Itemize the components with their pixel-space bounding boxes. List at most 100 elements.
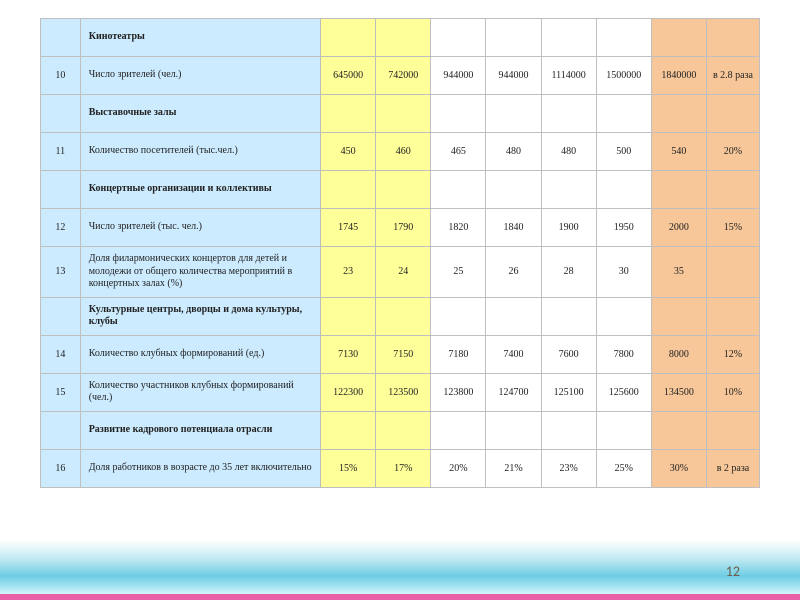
value-cell — [321, 411, 376, 449]
row-description: Концертные организации и коллективы — [80, 171, 320, 209]
row-number: 10 — [41, 57, 81, 95]
value-cell — [431, 171, 486, 209]
value-cell: 10% — [706, 373, 759, 411]
row-number: 16 — [41, 449, 81, 487]
row-number: 11 — [41, 133, 81, 171]
page-content: Кинотеатры10Число зрителей (чел.)6450007… — [40, 18, 760, 488]
value-cell — [486, 297, 541, 335]
value-cell: 1900 — [541, 209, 596, 247]
value-cell: 1745 — [321, 209, 376, 247]
row-number: 15 — [41, 373, 81, 411]
row-number — [41, 411, 81, 449]
value-cell — [541, 19, 596, 57]
value-cell: 26 — [486, 247, 541, 298]
value-cell — [541, 171, 596, 209]
row-number — [41, 19, 81, 57]
row-description: Выставочные залы — [80, 95, 320, 133]
table-row: 13Доля филармонических концертов для дет… — [41, 247, 760, 298]
value-cell: 123800 — [431, 373, 486, 411]
value-cell: 2000 — [651, 209, 706, 247]
value-cell — [431, 297, 486, 335]
table-row: 16Доля работников в возрасте до 35 лет в… — [41, 449, 760, 487]
value-cell — [431, 95, 486, 133]
value-cell: 1820 — [431, 209, 486, 247]
table-row: 14Количество клубных формирований (ед.)7… — [41, 335, 760, 373]
value-cell — [706, 19, 759, 57]
value-cell: 1840 — [486, 209, 541, 247]
row-description: Культурные центры, дворцы и дома культур… — [80, 297, 320, 335]
row-description: Доля филармонических концертов для детей… — [80, 247, 320, 298]
table-row: Культурные центры, дворцы и дома культур… — [41, 297, 760, 335]
value-cell — [651, 95, 706, 133]
value-cell: 480 — [486, 133, 541, 171]
value-cell — [486, 19, 541, 57]
value-cell: 7130 — [321, 335, 376, 373]
page-number: 12 — [726, 563, 740, 580]
data-table: Кинотеатры10Число зрителей (чел.)6450007… — [40, 18, 760, 488]
value-cell: 123500 — [376, 373, 431, 411]
value-cell: в 2.8 раза — [706, 57, 759, 95]
value-cell — [321, 297, 376, 335]
value-cell — [486, 171, 541, 209]
value-cell — [376, 411, 431, 449]
table-row: 15Количество участников клубных формиров… — [41, 373, 760, 411]
value-cell — [706, 247, 759, 298]
value-cell: в 2 раза — [706, 449, 759, 487]
row-description: Доля работников в возрасте до 35 лет вкл… — [80, 449, 320, 487]
value-cell — [321, 19, 376, 57]
value-cell: 540 — [651, 133, 706, 171]
row-description: Развитие кадрового потенциала отрасли — [80, 411, 320, 449]
row-description: Количество участников клубных формирован… — [80, 373, 320, 411]
value-cell: 1790 — [376, 209, 431, 247]
value-cell: 7600 — [541, 335, 596, 373]
table-row: Кинотеатры — [41, 19, 760, 57]
value-cell: 7180 — [431, 335, 486, 373]
value-cell — [596, 171, 651, 209]
row-number — [41, 171, 81, 209]
value-cell — [376, 95, 431, 133]
value-cell — [431, 19, 486, 57]
row-description: Количество клубных формирований (ед.) — [80, 335, 320, 373]
table-row: 12Число зрителей (тыс. чел.)174517901820… — [41, 209, 760, 247]
value-cell: 7150 — [376, 335, 431, 373]
value-cell: 12% — [706, 335, 759, 373]
table-row: 10Число зрителей (чел.)64500074200094400… — [41, 57, 760, 95]
value-cell: 23% — [541, 449, 596, 487]
value-cell: 25 — [431, 247, 486, 298]
table-row: 11Количество посетителей (тыс.чел.)45046… — [41, 133, 760, 171]
value-cell — [651, 411, 706, 449]
value-cell: 17% — [376, 449, 431, 487]
value-cell — [321, 171, 376, 209]
value-cell: 20% — [706, 133, 759, 171]
value-cell: 20% — [431, 449, 486, 487]
value-cell: 125600 — [596, 373, 651, 411]
value-cell — [376, 19, 431, 57]
value-cell — [651, 171, 706, 209]
value-cell: 15% — [321, 449, 376, 487]
value-cell: 1114000 — [541, 57, 596, 95]
value-cell: 944000 — [431, 57, 486, 95]
row-description: Число зрителей (тыс. чел.) — [80, 209, 320, 247]
value-cell — [651, 297, 706, 335]
row-description: Число зрителей (чел.) — [80, 57, 320, 95]
value-cell — [541, 95, 596, 133]
value-cell — [706, 171, 759, 209]
decorative-pink-line — [0, 594, 800, 600]
value-cell: 500 — [596, 133, 651, 171]
value-cell: 944000 — [486, 57, 541, 95]
value-cell: 8000 — [651, 335, 706, 373]
value-cell — [376, 171, 431, 209]
value-cell — [596, 297, 651, 335]
value-cell — [651, 19, 706, 57]
row-number — [41, 297, 81, 335]
value-cell — [486, 411, 541, 449]
value-cell: 742000 — [376, 57, 431, 95]
value-cell: 1840000 — [651, 57, 706, 95]
row-description: Количество посетителей (тыс.чел.) — [80, 133, 320, 171]
value-cell: 7400 — [486, 335, 541, 373]
value-cell: 35 — [651, 247, 706, 298]
value-cell: 7800 — [596, 335, 651, 373]
row-number: 13 — [41, 247, 81, 298]
value-cell: 15% — [706, 209, 759, 247]
value-cell: 645000 — [321, 57, 376, 95]
